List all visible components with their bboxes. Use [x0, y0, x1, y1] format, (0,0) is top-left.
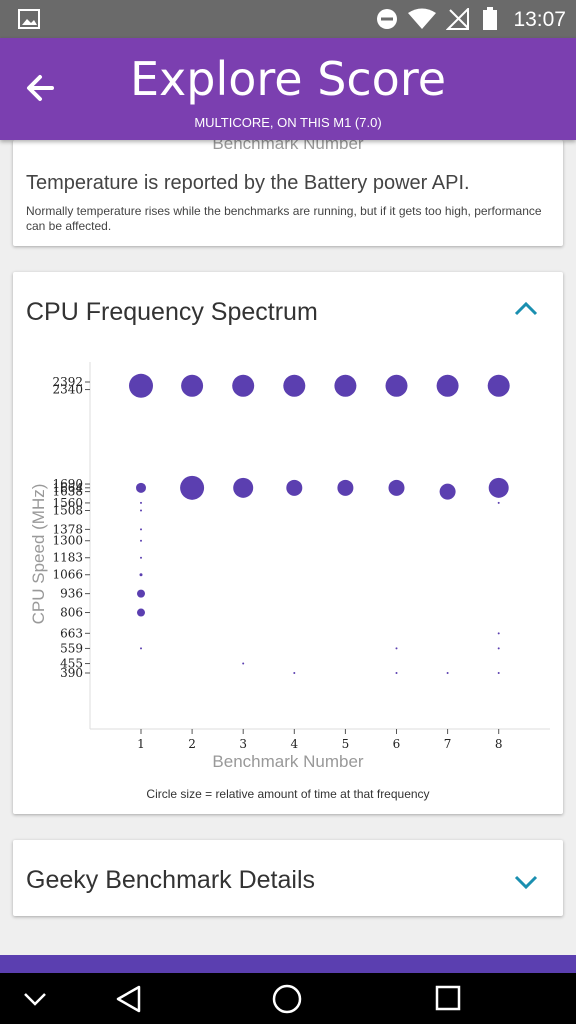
next-card-edge [0, 955, 576, 973]
frequency-point [436, 374, 459, 397]
no-signal-icon [446, 8, 469, 30]
frequency-point [140, 509, 142, 512]
square-recents-icon[interactable] [434, 984, 462, 1012]
frequency-point [283, 374, 306, 397]
y-tick-label: 390 [60, 666, 83, 680]
x-tick-label: 7 [444, 737, 452, 751]
x-tick-label: 1 [137, 737, 145, 751]
frequency-point [395, 647, 398, 650]
system-nav-bar [0, 973, 576, 1024]
y-tick-label: 663 [60, 626, 83, 640]
arrow-left-icon[interactable] [22, 68, 62, 108]
frequency-point [293, 672, 296, 674]
x-tick-label: 8 [495, 737, 503, 751]
y-tick-label: 2392 [52, 375, 83, 389]
x-tick-label: 5 [342, 737, 350, 751]
frequency-point [140, 501, 142, 504]
circle-home-icon[interactable] [272, 984, 302, 1014]
y-tick-label: 1066 [52, 568, 83, 582]
temperature-note: Normally temperature rises while the ben… [26, 204, 542, 233]
benchmark-details-card[interactable]: Geeky Benchmark Details [13, 840, 563, 916]
frequency-point [232, 374, 255, 397]
frequency-point [497, 501, 500, 504]
do-not-disturb-icon [377, 9, 397, 29]
frequency-point [395, 672, 398, 674]
y-axis-label: CPU Speed (MHz) [29, 484, 48, 625]
frequency-point [242, 662, 245, 665]
frequency-point [140, 528, 142, 531]
cpu-frequency-chart: 2392234016901664163815601508137813001183… [29, 362, 550, 801]
y-tick-label: 1508 [52, 503, 83, 517]
frequency-point [137, 608, 145, 617]
cpu-frequency-heading: CPU Frequency Spectrum [26, 298, 318, 326]
temperature-card: Benchmark Number Temperature is reported… [13, 140, 563, 246]
x-tick-label: 3 [239, 737, 247, 751]
temperature-chart-xlabel: Benchmark Number [212, 140, 364, 153]
image-notification-icon [18, 9, 40, 29]
y-tick-label: 2340 [52, 383, 83, 397]
frequency-point [136, 482, 146, 493]
frequency-point [233, 477, 254, 498]
x-tick-label: 6 [393, 737, 401, 751]
page-subtitle: MULTICORE, ON THIS M1 (7.0) [194, 115, 382, 130]
wifi-icon [408, 8, 436, 29]
x-tick-label: 2 [188, 737, 196, 751]
frequency-point [334, 374, 357, 397]
y-tick-label: 1300 [52, 534, 83, 548]
frequency-point [140, 647, 142, 650]
cpu-frequency-card: CPU Frequency Spectrum 2392 2340 1690 1664 1… [13, 272, 563, 814]
app-bar: Explore Score MULTICORE, ON THIS M1 (7.0… [0, 38, 576, 140]
benchmark-details-heading: Geeky Benchmark Details [26, 866, 316, 894]
frequency-point [497, 647, 500, 650]
frequency-point [497, 632, 500, 635]
battery-icon [483, 7, 497, 30]
y-tick-label: 559 [60, 641, 83, 655]
frequency-point [337, 479, 354, 496]
y-tick-label: 1183 [52, 551, 83, 565]
frequency-point [497, 672, 500, 674]
chevron-up-icon[interactable] [513, 300, 539, 318]
frequency-point [140, 490, 142, 493]
x-tick-label: 4 [290, 737, 298, 751]
frequency-point [488, 477, 509, 498]
y-tick-label: 1664 [52, 481, 83, 495]
frequency-point [180, 475, 205, 500]
y-tick-label: 455 [60, 657, 83, 671]
frequency-point [181, 374, 204, 397]
temperature-heading: Temperature is reported by the Battery p… [26, 172, 470, 194]
chart-points [129, 373, 510, 674]
page-title: Explore Score [129, 52, 447, 106]
chevron-down-icon[interactable] [22, 991, 48, 1007]
frequency-point [140, 539, 142, 542]
frequency-point [439, 483, 456, 500]
y-tick-label: 1690 [52, 477, 83, 491]
frequency-point [385, 374, 408, 397]
frequency-point [388, 479, 405, 496]
triangle-back-icon[interactable] [114, 984, 142, 1014]
status-time: 13:07 [513, 8, 566, 31]
y-tick-label: 806 [60, 606, 83, 620]
status-bar: 13:07 [0, 0, 576, 38]
frequency-point [140, 556, 142, 559]
frequency-point [446, 672, 449, 674]
y-tick-label: 1638 [52, 485, 83, 499]
chevron-down-icon[interactable] [513, 873, 539, 891]
x-axis: 1 2 3 4 5 6 7 8 [90, 728, 550, 751]
frequency-point [137, 589, 145, 598]
frequency-point [139, 573, 143, 577]
chart-caption: Circle size = relative amount of time at… [146, 787, 429, 801]
x-axis-label: Benchmark Number [212, 752, 364, 771]
frequency-point [487, 374, 510, 397]
y-tick-label: 1560 [52, 496, 83, 510]
frequency-point [129, 373, 153, 398]
y-tick-label: 936 [60, 587, 83, 601]
y-tick-label: 1378 [52, 522, 83, 536]
frequency-point [286, 479, 303, 496]
